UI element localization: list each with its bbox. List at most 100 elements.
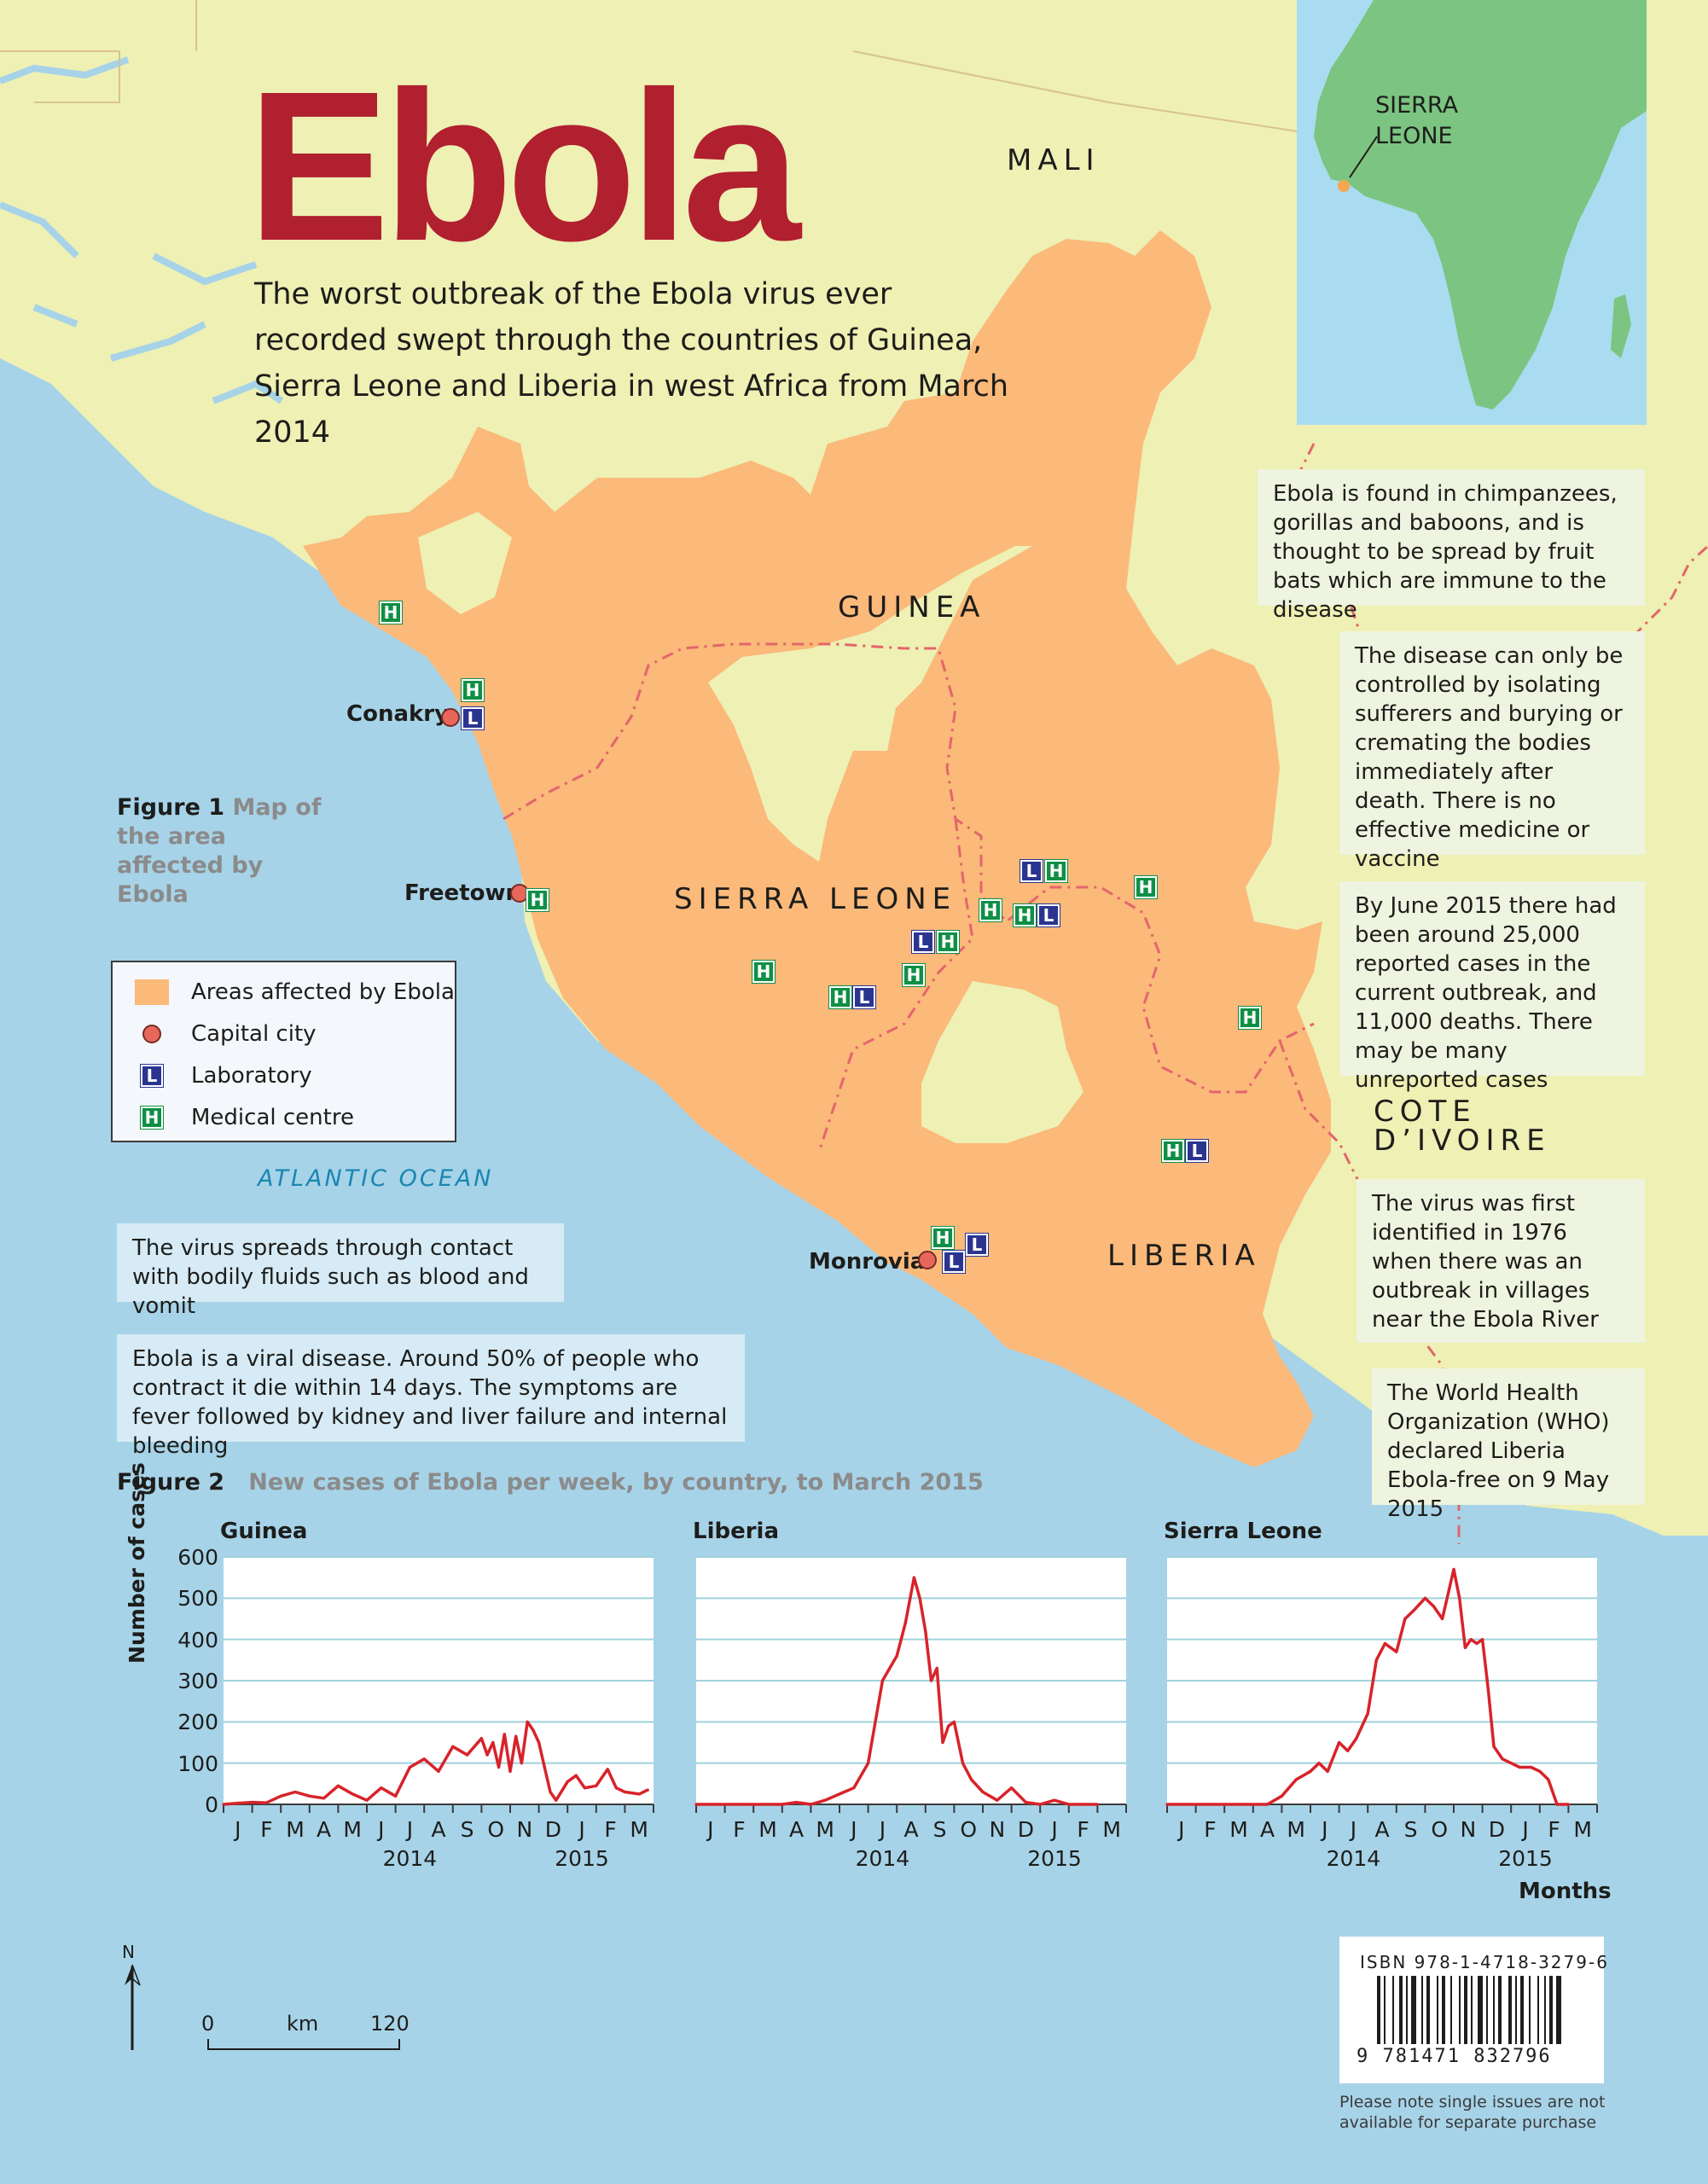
barcode-bar	[1498, 1976, 1502, 2044]
data-point	[867, 1762, 870, 1765]
data-point	[852, 1786, 856, 1790]
data-point	[1266, 1803, 1269, 1806]
data-point	[595, 1784, 598, 1787]
data-point	[451, 1745, 455, 1748]
data-point	[293, 1790, 297, 1794]
land-borders-north	[0, 0, 1332, 137]
data-point	[336, 1784, 340, 1787]
data-point	[1452, 1567, 1455, 1571]
month-tick-label: A	[317, 1817, 331, 1842]
month-tick-label: J	[849, 1817, 857, 1842]
laboratory-icon: L	[911, 930, 935, 954]
barcode-bar	[1556, 1976, 1561, 2044]
month-tick-label: J	[1520, 1817, 1528, 1842]
data-point	[491, 1740, 495, 1745]
unaffected-pocket-north	[708, 546, 1032, 862]
barcode-bar	[1520, 1976, 1524, 2044]
month-tick-label: A	[1260, 1817, 1275, 1842]
barcode-bar	[1459, 1976, 1461, 2044]
data-point	[408, 1765, 411, 1769]
chart-title: Liberia	[693, 1519, 780, 1544]
fact-box-disease: Ebola is a viral disease. Around 50% of …	[117, 1334, 745, 1459]
barcode-bar	[1411, 1976, 1416, 2044]
data-point	[918, 1596, 921, 1600]
data-point	[1555, 1803, 1559, 1806]
area-swatch	[135, 979, 169, 1005]
barcode-bar	[1377, 1976, 1380, 2044]
year-label: 2014	[856, 1846, 910, 1871]
data-point	[996, 1798, 999, 1802]
data-point	[895, 1654, 898, 1658]
data-point	[1317, 1762, 1321, 1765]
month-tick-label: A	[789, 1817, 804, 1842]
laboratory-icon: L	[1020, 859, 1043, 883]
month-tick-label: F	[1204, 1817, 1216, 1842]
medical-centre-icon: H	[828, 985, 852, 1009]
scale-label-max: 120	[370, 2012, 410, 2036]
country-borders	[503, 443, 1708, 1544]
data-point	[1458, 1596, 1461, 1600]
month-tick-label: D	[1018, 1817, 1034, 1842]
legend-row-capital: Capital city	[135, 1013, 455, 1054]
data-point	[497, 1765, 501, 1769]
data-point	[1481, 1638, 1484, 1641]
month-tick-label: S	[1404, 1817, 1418, 1842]
barcode-bar	[1437, 1976, 1438, 2044]
north-label: N	[122, 1942, 135, 1962]
y-tick-label: 600	[177, 1545, 218, 1570]
unaffected-pocket-liberia	[921, 981, 1083, 1143]
data-point	[394, 1794, 398, 1798]
capital-dot-icon	[142, 1024, 161, 1043]
data-point	[279, 1794, 282, 1798]
year-label: 2015	[1027, 1846, 1082, 1871]
fact-box-control: The disease can only be controlled by is…	[1339, 631, 1645, 872]
month-tick-label: M	[1102, 1817, 1121, 1842]
data-point	[1374, 1658, 1378, 1662]
data-point	[1440, 1617, 1444, 1621]
data-point	[1538, 1769, 1542, 1773]
data-point	[503, 1733, 506, 1736]
data-point	[485, 1753, 489, 1757]
data-point	[508, 1769, 512, 1773]
x-axis-label: Months	[1519, 1879, 1612, 1904]
data-point	[1486, 1687, 1490, 1691]
inset-label: SIERRA LEONE	[1375, 90, 1458, 152]
country-label-cote-divoire: COTE D’IVOIRE	[1374, 1097, 1551, 1155]
ocean-label: ATLANTIC OCEAN	[258, 1165, 494, 1192]
month-tick-label: O	[960, 1817, 977, 1842]
barcode-bar	[1421, 1976, 1423, 2044]
fact-box-spread: The virus spreads through contact with b…	[117, 1223, 564, 1319]
year-label: 2015	[555, 1846, 609, 1871]
data-point	[646, 1788, 649, 1792]
laboratory-icon: L	[852, 985, 876, 1009]
data-point	[1294, 1778, 1298, 1781]
medical-centre-icon: H	[1044, 859, 1068, 883]
month-tick-label: J	[233, 1817, 241, 1842]
barcode-bar	[1442, 1976, 1445, 2044]
data-point	[1067, 1803, 1071, 1806]
fact-box-animals: Ebola is found in chimpanzees, gorillas …	[1258, 469, 1645, 623]
country-label-sierra-leone: SIERRA LEONE	[674, 882, 957, 916]
data-point	[574, 1774, 578, 1777]
month-tick-label: A	[431, 1817, 445, 1842]
legend-row-medical: H Medical centre	[135, 1096, 455, 1138]
data-point	[1530, 1765, 1533, 1769]
data-point	[1338, 1740, 1341, 1745]
month-tick-label: O	[1431, 1817, 1448, 1842]
data-point	[1547, 1778, 1550, 1781]
data-point	[1038, 1803, 1042, 1806]
figure1-number: Figure 1	[117, 794, 225, 821]
month-tick-label: F	[260, 1817, 272, 1842]
month-tick-label: J	[1320, 1817, 1327, 1842]
page-title: Ebola	[247, 47, 801, 285]
medical-centre-icon: H	[461, 678, 485, 702]
month-tick-label: A	[1374, 1817, 1389, 1842]
data-point	[1252, 1803, 1255, 1806]
data-point	[537, 1740, 541, 1745]
month-tick-label: M	[758, 1817, 777, 1842]
data-point	[222, 1803, 225, 1806]
barcode-bar	[1537, 1976, 1539, 2044]
chart-liberia: Liberia J F M A M J J A S O N D J F M 2014 2015	[693, 1519, 1136, 1889]
